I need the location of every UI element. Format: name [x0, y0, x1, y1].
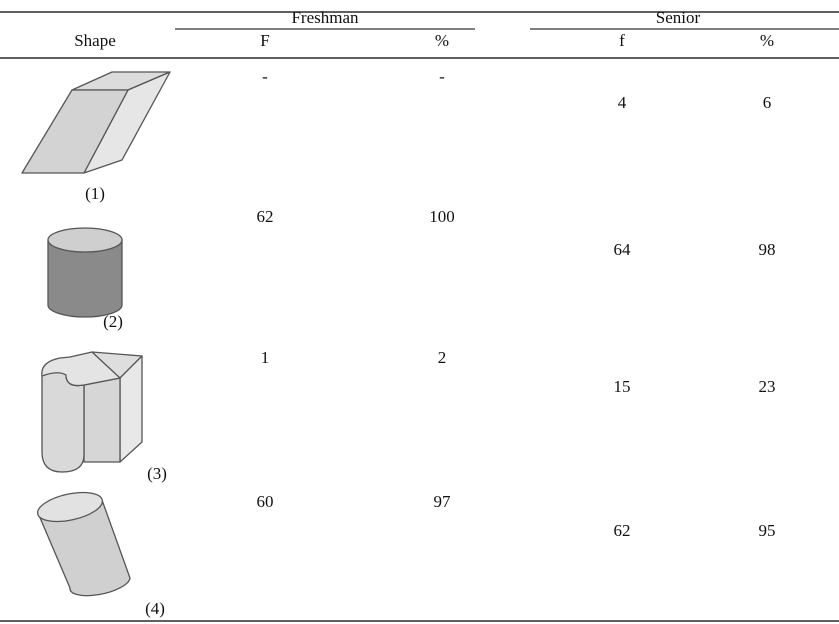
group-header: Freshman	[291, 8, 359, 27]
cell: -	[262, 67, 268, 86]
cell: 98	[759, 240, 776, 259]
column-header: %	[760, 31, 774, 50]
cell: 6	[763, 93, 772, 112]
shape-label: (1)	[85, 184, 105, 203]
cell: 100	[429, 207, 455, 226]
column-header: %	[435, 31, 449, 50]
column-header: F	[260, 31, 269, 50]
cell: 23	[759, 377, 776, 396]
cell: 60	[257, 492, 274, 511]
shape-label: (2)	[103, 312, 123, 331]
cell: 15	[614, 377, 631, 396]
column-header: Shape	[74, 31, 116, 50]
cell: 2	[438, 348, 447, 367]
cell: 95	[759, 521, 776, 540]
shape-label: (4)	[145, 599, 165, 618]
shape-icon	[47, 227, 123, 318]
cell: 62	[614, 521, 631, 540]
shape-label: (3)	[147, 464, 167, 483]
cell: 4	[618, 93, 627, 112]
column-header: f	[619, 31, 625, 50]
cell: 97	[434, 492, 452, 511]
cell: 1	[261, 348, 270, 367]
cell: 62	[257, 207, 274, 226]
group-header: Senior	[656, 8, 701, 27]
cell: -	[439, 67, 445, 86]
cell: 64	[614, 240, 632, 259]
shape-icon	[36, 491, 131, 597]
shape-icon	[41, 351, 143, 473]
shape-icon	[21, 71, 171, 174]
